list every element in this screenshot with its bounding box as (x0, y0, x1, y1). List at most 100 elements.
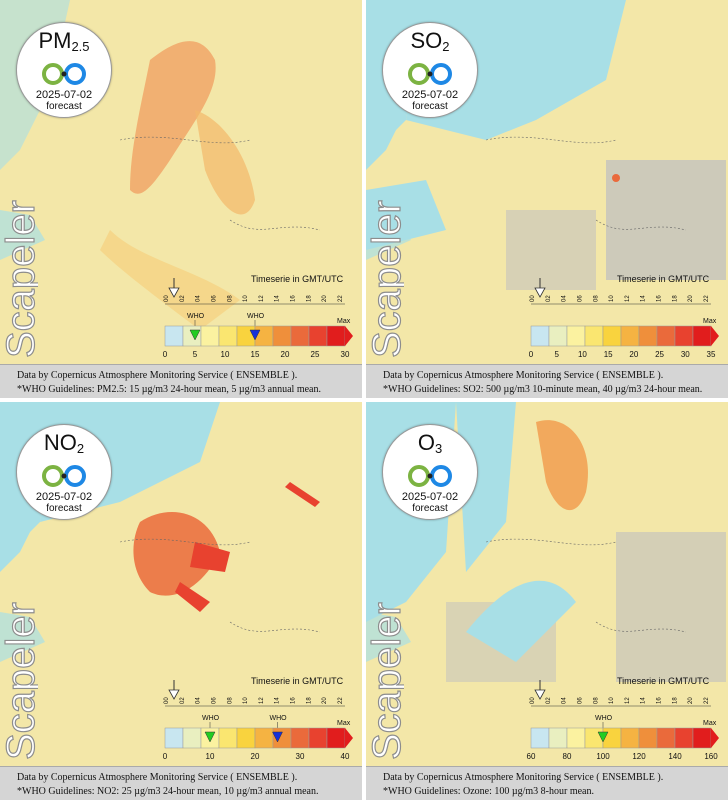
scale-color-box (530, 727, 550, 749)
timeseries-label: Timeserie in GMT/UTC (617, 274, 710, 284)
hour-tick-label: 08 (227, 295, 233, 302)
hour-tick-label: 00 (164, 697, 170, 704)
hour-tick-label: 08 (227, 697, 233, 704)
scale-tick-label: 5 (193, 350, 198, 359)
hour-tick-label: 12 (259, 697, 265, 704)
who-label: WHO (595, 715, 613, 722)
svg-text:Scapeler: Scapeler (366, 200, 404, 358)
forecast-label: forecast (46, 503, 82, 514)
scale-tick-label: 20 (629, 350, 638, 359)
timeseries-label: Timeserie in GMT/UTC (251, 676, 344, 686)
scale-color-box (218, 325, 238, 347)
scale-tick-label: 40 (341, 752, 350, 761)
data-caption: Data by Copernicus Atmosphere Monitoring… (366, 364, 728, 398)
scale-tick-label: 25 (655, 350, 664, 359)
hour-tick-label: 06 (211, 295, 217, 302)
caption-source: Data by Copernicus Atmosphere Monitoring… (17, 370, 298, 381)
scale-tick-label: 5 (554, 350, 559, 359)
cams-logo-icon (42, 465, 86, 487)
scale-color-box (254, 325, 274, 347)
scale-color-box (602, 325, 622, 347)
scale-color-box (656, 325, 676, 347)
hour-tick-label: 18 (306, 697, 312, 704)
scale-tick-label: 10 (221, 350, 230, 359)
scale-color-box (548, 325, 568, 347)
scale-tick-label: 0 (529, 350, 534, 359)
hour-tick-label: 20 (322, 295, 328, 302)
hour-tick-label: 06 (577, 697, 583, 704)
hour-tick-label: 14 (641, 295, 647, 302)
data-caption: Data by Copernicus Atmosphere Monitoring… (0, 364, 362, 398)
max-label: Max (703, 720, 717, 727)
scale-tick-label: 30 (681, 350, 690, 359)
scale-tick-label: 160 (704, 752, 718, 761)
scale-tick-label: 0 (163, 350, 168, 359)
scale-color-box (200, 325, 220, 347)
scale-tick-label: 25 (311, 350, 320, 359)
who-label: WHO (187, 313, 205, 320)
pollutant-title: O3 (417, 430, 443, 457)
hour-tick-label: 02 (180, 295, 186, 302)
scale-color-box (674, 325, 694, 347)
caption-who-guidelines: *WHO Guidelines: NO2: 25 µg/m3 24-hour m… (17, 786, 319, 797)
scale-color-box (290, 727, 310, 749)
scale-color-box (218, 727, 238, 749)
hour-tick-label: 20 (688, 697, 694, 704)
cams-logo-icon (42, 63, 86, 85)
scale-color-box (164, 325, 184, 347)
caption-source: Data by Copernicus Atmosphere Monitoring… (383, 370, 664, 381)
scale-color-box (692, 325, 712, 347)
so2-panel: Scapeler SO2 2025-07-02 forecast Timeser… (366, 0, 728, 398)
hour-tick-label: 02 (546, 295, 552, 302)
scale-color-box (566, 727, 586, 749)
pollutant-title: SO2 (410, 28, 450, 55)
who-marker-icon (272, 731, 283, 743)
color-scale-legend: 00 02 04 06 08 10 12 14 16 18 20 22 Max 0 5 10 15 20 25 30 3… (529, 278, 719, 359)
forecast-label: forecast (412, 503, 448, 514)
hour-tick-label: 14 (275, 697, 281, 704)
hour-tick-label: 10 (609, 295, 615, 302)
scale-color-box (638, 325, 658, 347)
scale-color-box (236, 325, 256, 347)
who-marker-icon (189, 329, 201, 341)
scale-color-box (548, 727, 568, 749)
hour-tick-label: 20 (322, 697, 328, 704)
hour-tick-label: 02 (180, 697, 186, 704)
o3-panel: Scapeler O3 2025-07-02 forecast Timeseri… (366, 402, 728, 800)
hour-tick-label: 00 (530, 295, 536, 302)
no2-panel: Scapeler NO2 2025-07-02 forecast Timeser… (0, 402, 362, 800)
scale-tick-label: 15 (251, 350, 260, 359)
caption-who-guidelines: *WHO Guidelines: PM2.5: 15 µg/m3 24-hour… (17, 384, 321, 395)
pollutant-badge: SO2 2025-07-02 forecast (382, 22, 478, 118)
data-caption: Data by Copernicus Atmosphere Monitoring… (366, 766, 728, 800)
hour-tick-label: 16 (291, 697, 297, 704)
forecast-label: forecast (46, 101, 82, 112)
scale-color-box (164, 727, 184, 749)
scale-tick-label: 120 (632, 752, 646, 761)
forecast-date: 2025-07-02 (35, 89, 93, 101)
scale-tick-label: 10 (206, 752, 215, 761)
scale-color-box (182, 325, 202, 347)
hour-tick-label: 22 (704, 295, 710, 302)
scale-color-box (620, 727, 640, 749)
scale-color-box (254, 727, 274, 749)
scale-tick-label: 30 (296, 752, 305, 761)
hour-tick-label: 04 (196, 697, 202, 704)
scale-color-box (620, 325, 640, 347)
scapeler-watermark: Scapeler (366, 200, 404, 359)
hour-tick-label: 14 (641, 697, 647, 704)
scale-tick-label: 80 (563, 752, 572, 761)
scale-color-box (674, 727, 694, 749)
scale-tick-label: 0 (163, 752, 168, 761)
forecast-date: 2025-07-02 (35, 491, 93, 503)
scale-color-box (326, 727, 346, 749)
timeseries-label: Timeserie in GMT/UTC (251, 274, 344, 284)
pollutant-title: NO2 (43, 430, 85, 457)
who-label: WHO (270, 715, 288, 722)
svg-text:Scapeler: Scapeler (0, 602, 38, 760)
scale-color-box (602, 727, 622, 749)
scapeler-watermark: Scapeler (0, 602, 38, 761)
scale-tick-label: 35 (707, 350, 716, 359)
scale-tick-label: 100 (596, 752, 610, 761)
hour-tick-label: 22 (338, 697, 344, 704)
